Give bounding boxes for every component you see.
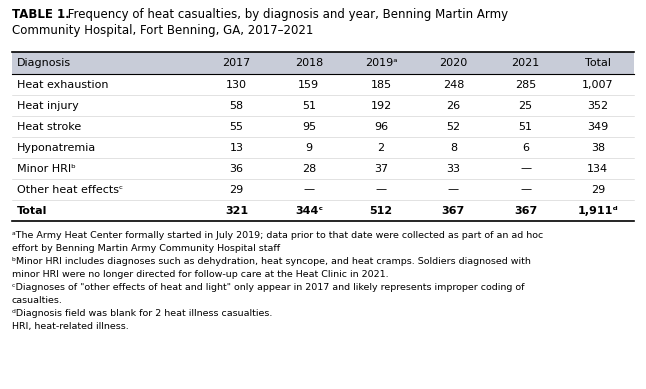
Text: 367: 367 [442,205,465,216]
Text: 2: 2 [377,142,384,152]
Text: 1,007: 1,007 [582,79,614,89]
Text: 95: 95 [302,121,316,131]
Text: 58: 58 [229,100,244,110]
Text: Total: Total [17,205,47,216]
Text: 134: 134 [587,163,609,173]
Text: ᵃThe Army Heat Center formally started in July 2019; data prior to that date wer: ᵃThe Army Heat Center formally started i… [12,231,543,240]
Text: 37: 37 [374,163,388,173]
Text: 9: 9 [306,142,313,152]
Text: 8: 8 [450,142,457,152]
Text: 352: 352 [587,100,609,110]
Text: 185: 185 [371,79,391,89]
Text: Heat exhaustion: Heat exhaustion [17,79,109,89]
Text: 38: 38 [591,142,605,152]
Text: 321: 321 [225,205,248,216]
Text: 248: 248 [443,79,464,89]
Text: 2018: 2018 [295,58,323,68]
Text: Other heat effectsᶜ: Other heat effectsᶜ [17,184,123,194]
Text: 29: 29 [590,184,605,194]
Text: 2021: 2021 [512,58,540,68]
Text: 2017: 2017 [222,58,251,68]
Text: 13: 13 [229,142,244,152]
Text: 26: 26 [446,100,461,110]
Text: 96: 96 [374,121,388,131]
Text: 29: 29 [229,184,244,194]
Text: 25: 25 [519,100,533,110]
Text: 55: 55 [229,121,244,131]
Text: —: — [448,184,459,194]
Text: 28: 28 [302,163,316,173]
Text: 36: 36 [229,163,244,173]
Text: Frequency of heat casualties, by diagnosis and year, Benning Martin Army: Frequency of heat casualties, by diagnos… [64,8,508,21]
Text: 285: 285 [515,79,536,89]
Text: ᶜDiagnoses of "other effects of heat and light" only appear in 2017 and likely r: ᶜDiagnoses of "other effects of heat and… [12,283,525,292]
Text: HRI, heat-related illness.: HRI, heat-related illness. [12,322,129,331]
Text: Minor HRIᵇ: Minor HRIᵇ [17,163,76,173]
Text: 2020: 2020 [439,58,468,68]
Text: 130: 130 [226,79,247,89]
Text: casualties.: casualties. [12,296,63,305]
Text: Diagnosis: Diagnosis [17,58,71,68]
Text: 52: 52 [446,121,461,131]
Text: ᵇMinor HRI includes diagnoses such as dehydration, heat syncope, and heat cramps: ᵇMinor HRI includes diagnoses such as de… [12,257,531,266]
Text: 349: 349 [587,121,609,131]
Text: —: — [520,163,531,173]
Text: 33: 33 [446,163,461,173]
Bar [12,52,634,74]
Text: Community Hospital, Fort Benning, GA, 2017–2021: Community Hospital, Fort Benning, GA, 20… [12,24,313,37]
Text: minor HRI were no longer directed for follow-up care at the Heat Clinic in 2021.: minor HRI were no longer directed for fo… [12,270,389,279]
Text: Hyponatremia: Hyponatremia [17,142,96,152]
Text: Total: Total [585,58,611,68]
Text: TABLE 1.: TABLE 1. [12,8,70,21]
Text: —: — [375,184,387,194]
Text: 344ᶜ: 344ᶜ [295,205,323,216]
Text: 512: 512 [370,205,393,216]
Text: 6: 6 [522,142,529,152]
Text: —: — [304,184,315,194]
Text: Heat stroke: Heat stroke [17,121,81,131]
Text: effort by Benning Martin Army Community Hospital staff: effort by Benning Martin Army Community … [12,244,280,253]
Text: 2019ᵃ: 2019ᵃ [365,58,397,68]
Text: —: — [520,184,531,194]
Text: Heat injury: Heat injury [17,100,79,110]
Text: ᵈDiagnosis field was blank for 2 heat illness casualties.: ᵈDiagnosis field was blank for 2 heat il… [12,309,273,318]
Text: 367: 367 [514,205,537,216]
Text: 51: 51 [519,121,532,131]
Text: 51: 51 [302,100,316,110]
Text: 192: 192 [371,100,391,110]
Text: 1,911ᵈ: 1,911ᵈ [578,205,618,216]
Text: 159: 159 [298,79,319,89]
